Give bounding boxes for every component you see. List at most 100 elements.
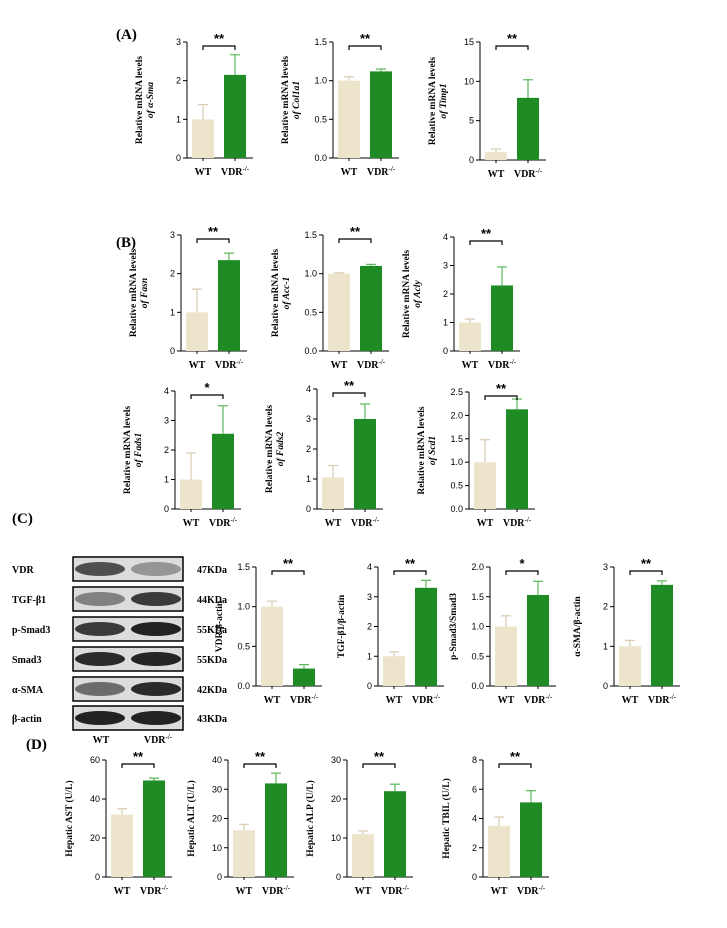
y-tick-label: 4: [367, 562, 372, 572]
y-tick-label: 40: [90, 794, 100, 804]
blot-row-1: VDR 47KDa: [12, 556, 227, 582]
x-tick-label: WT: [341, 167, 358, 178]
y-axis-label: Relative mRNA levels: [129, 249, 139, 337]
blot-size-label: 55KDa: [197, 625, 227, 636]
bar-wt: [352, 834, 374, 877]
blot-size-label: 42KDa: [197, 685, 227, 696]
y-tick-label: 20: [331, 794, 341, 804]
y-tick-label: 2.0: [471, 562, 484, 572]
x-tick-label: VDR-/-: [648, 693, 677, 706]
bar-vdr-ko: [354, 419, 376, 509]
y-tick-label: 0.5: [314, 114, 327, 124]
y-axis-label: of Fasn: [140, 278, 150, 308]
y-tick-label: 60: [90, 755, 100, 765]
x-tick-label: VDR-/-: [357, 358, 386, 371]
blot-band: [75, 652, 125, 666]
bar-chart-4: 0 1 2 3 WT VDR-/- ** Relative mRNA levels of Fas…: [129, 224, 247, 371]
bar-vdr-ko: [370, 71, 392, 158]
x-tick-label: WT: [462, 360, 479, 371]
bar-vdr-ko: [384, 791, 406, 877]
y-tick-label: 1.0: [314, 76, 327, 86]
y-tick-label: 0.5: [304, 307, 317, 317]
bar-vdr-ko: [224, 74, 246, 158]
bar-chart-5: 0.0 0.5 1.0 1.5 WT VDR-/- ** Relative mRNA leve…: [271, 224, 389, 371]
x-tick-label: VDR-/-: [262, 884, 291, 897]
y-tick-label: 0: [217, 872, 222, 882]
y-tick-label: 0.0: [314, 153, 327, 163]
significance-stars: **: [481, 226, 492, 241]
y-axis-label: Relative mRNA levels: [135, 56, 145, 144]
significance-stars: **: [344, 378, 355, 393]
significance-stars: **: [405, 556, 416, 571]
bar-wt: [186, 312, 208, 351]
y-tick-label: 3: [164, 416, 169, 426]
x-tick-label: VDR-/-: [140, 884, 169, 897]
y-axis-label: Relative mRNA levels: [402, 250, 412, 338]
significance-stars: **: [283, 556, 294, 571]
significance-bracket: [338, 238, 372, 243]
bar-vdr-ko: [218, 260, 240, 351]
y-tick-label: 1: [603, 641, 608, 651]
bar-vdr-ko: [293, 668, 315, 686]
y-tick-label: 2: [603, 602, 608, 612]
bar-wt: [328, 273, 350, 351]
y-tick-label: 0.0: [237, 681, 250, 691]
y-tick-label: 20: [90, 833, 100, 843]
blot-band: [75, 711, 125, 725]
x-tick-label: VDR-/-: [488, 358, 517, 371]
bar-vdr-ko: [265, 783, 287, 877]
y-tick-label: 1: [443, 318, 448, 328]
bar-wt: [338, 80, 360, 158]
y-axis-label: Relative mRNA levels: [417, 406, 427, 494]
blot-band: [131, 562, 181, 576]
x-tick-label: WT: [498, 695, 515, 706]
significance-stars: *: [204, 380, 210, 395]
bar-chart-14: 0 20 40 60 WT VDR-/- ** Hepatic AST (U/L): [64, 749, 172, 897]
blot-band: [75, 622, 125, 636]
y-tick-label: 0.0: [304, 346, 317, 356]
y-tick-label: 2: [306, 444, 311, 454]
bar-chart-17: 0 2 4 6 8 WT VDR-/- ** Hepatic TBIL (U/L): [441, 749, 549, 897]
y-tick-label: 10: [212, 843, 222, 853]
blot-lane-label: WT: [93, 735, 110, 746]
significance-stars: **: [214, 31, 225, 46]
y-tick-label: 4: [443, 232, 448, 242]
y-tick-label: 3: [603, 562, 608, 572]
x-tick-label: VDR-/-: [381, 884, 410, 897]
blot-band: [131, 711, 181, 725]
x-tick-label: WT: [488, 169, 505, 180]
y-tick-label: 1.5: [237, 562, 250, 572]
significance-stars: **: [641, 556, 652, 571]
blot-protein-label: β-actin: [12, 714, 42, 725]
bar-vdr-ko: [517, 97, 539, 160]
y-axis-label: α-SMA/β-actin: [573, 596, 583, 657]
y-tick-label: 10: [464, 76, 474, 86]
significance-stars: **: [350, 224, 361, 239]
y-tick-label: 0: [164, 504, 169, 514]
y-tick-label: 1.0: [450, 457, 463, 467]
y-tick-label: 0: [95, 872, 100, 882]
y-tick-label: 3: [306, 414, 311, 424]
bar-chart-7: 0 1 2 3 4 WT VDR-/- * Relative mRNA levels of Fad…: [123, 380, 241, 529]
bar-wt: [192, 119, 214, 158]
y-tick-label: 1.5: [314, 37, 327, 47]
significance-bracket: [362, 763, 396, 768]
y-tick-label: 0: [170, 346, 175, 356]
bar-vdr-ko: [143, 780, 165, 877]
y-tick-label: 2.5: [450, 387, 463, 397]
x-tick-label: WT: [114, 886, 131, 897]
y-tick-label: 0: [443, 346, 448, 356]
y-tick-label: 1.0: [237, 602, 250, 612]
y-tick-label: 4: [164, 386, 169, 396]
y-axis-label: of Acly: [413, 280, 423, 308]
significance-bracket: [505, 570, 539, 575]
y-axis-label: of Fads1: [134, 433, 144, 468]
y-axis-label: Relative mRNA levels: [271, 249, 281, 337]
bar-wt: [111, 814, 133, 877]
y-tick-label: 1: [367, 651, 372, 661]
significance-stars: **: [496, 381, 507, 396]
significance-stars: **: [360, 31, 371, 46]
significance-stars: **: [208, 224, 219, 239]
y-axis-label: of α-Sma: [146, 82, 156, 118]
